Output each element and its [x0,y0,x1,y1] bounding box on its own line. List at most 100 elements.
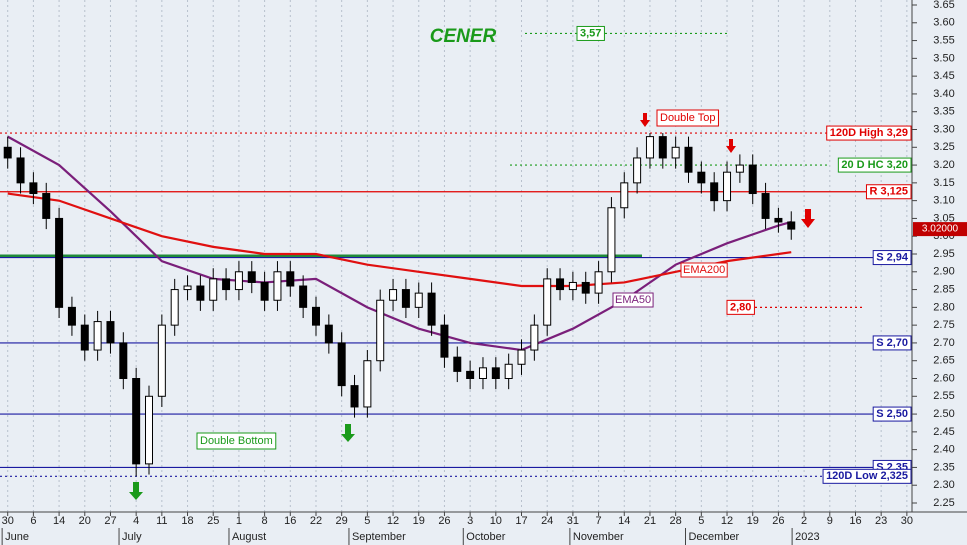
overlay-label: EMA50 [615,294,651,306]
x-tick-label: 14 [53,515,65,527]
x-tick-label: 7 [596,515,602,527]
level-label: S 2,94 [876,251,909,263]
candle-body [286,271,295,287]
chart-title: CENER [430,26,497,47]
candle-body [401,289,410,308]
x-tick-label: 17 [515,515,527,527]
overlay-label: EMA200 [683,264,725,276]
month-label: December [688,531,739,543]
x-tick-label: 12 [387,515,399,527]
x-tick-label: 14 [618,515,630,527]
arrow-up [129,482,143,500]
y-tick-label: 3.25 [933,141,954,153]
overlay-label-box [612,292,654,308]
x-tick-label: 30 [901,515,913,527]
level-label-box [576,25,605,41]
x-tick-label: 12 [721,515,733,527]
level-label-box [822,468,912,484]
month-label: November [573,531,624,543]
candle-body [723,171,732,202]
candle-body [29,182,38,195]
level-label: S 2,70 [876,337,908,349]
x-tick-label: 31 [567,515,579,527]
x-tick-label: 16 [284,515,296,527]
y-tick-label: 2.80 [933,301,954,313]
level-label: S 2,50 [876,408,908,420]
y-tick-label: 2.85 [933,283,954,295]
candle-body [93,321,102,351]
month-label: July [122,531,142,543]
y-tick-label: 3.20 [933,159,954,171]
level-label: R 3,125 [869,186,908,198]
x-tick-label: 22 [310,515,322,527]
candle-body [350,385,359,408]
candle-body [55,217,64,308]
candle-body [311,306,320,326]
candle-body [183,285,192,291]
y-tick-label: 3.35 [933,106,954,118]
candle-body [684,146,693,173]
y-tick-label: 3.30 [933,123,954,135]
y-tick-label: 3.45 [933,70,954,82]
candle-body [337,342,346,387]
candle-body [478,367,487,380]
candles [3,133,796,477]
month-label: September [352,531,406,543]
y-tick-label: 2.30 [933,479,954,491]
x-tick-label: 2 [801,515,807,527]
y-tick-label: 3.55 [933,34,954,46]
x-tick-label: 5 [698,515,704,527]
level-label-box [872,250,912,266]
arrow-up [341,424,355,442]
candle-body [42,193,51,219]
arrow-down [726,139,736,153]
x-tick-label: 25 [207,515,219,527]
arrow-down [801,209,815,228]
annotation-box [196,432,277,450]
x-tick-label: 20 [79,515,91,527]
candle-body [376,299,385,362]
candle-body [568,281,577,291]
x-tick-label: 26 [772,515,784,527]
level-label-box [872,406,912,422]
y-tick-label: 2.25 [933,497,954,509]
candle-body [761,193,770,219]
y-tick-label: 2.60 [933,372,954,384]
x-tick-label: 26 [438,515,450,527]
candle-body [710,182,719,202]
y-tick-label: 3.60 [933,17,954,29]
y-tick-label: 3.15 [933,177,954,189]
arrow-down [640,113,650,127]
candle-body [299,285,308,308]
candle-body [748,164,757,195]
x-tick-label: 28 [670,515,682,527]
candle-body [389,289,398,301]
y-tick-label: 3.05 [933,212,954,224]
candle-body [273,271,282,301]
x-tick-label: 9 [827,515,833,527]
month-label: June [5,531,29,543]
y-tick-label: 3.50 [933,52,954,64]
candle-body [607,207,616,273]
candle-body [517,349,526,365]
candle-body [260,281,269,301]
y-tick-label: 2.50 [933,408,954,420]
candle-body [196,285,205,301]
candle-body [658,136,667,159]
candle-body [697,171,706,184]
month-label: October [466,531,505,543]
level-label: 20 D HC 3,20 [841,159,908,171]
level-label: 120D High 3,29 [830,127,908,139]
candle-body [556,278,565,291]
x-tick-label: 29 [336,515,348,527]
annotation: Double Top [660,112,715,124]
candle-body [594,271,603,294]
level-label-box [726,299,755,315]
y-tick-label: 2.70 [933,337,954,349]
x-tick-label: 19 [413,515,425,527]
y-tick-label: 3.40 [933,88,954,100]
y-tick-label: 2.55 [933,390,954,402]
